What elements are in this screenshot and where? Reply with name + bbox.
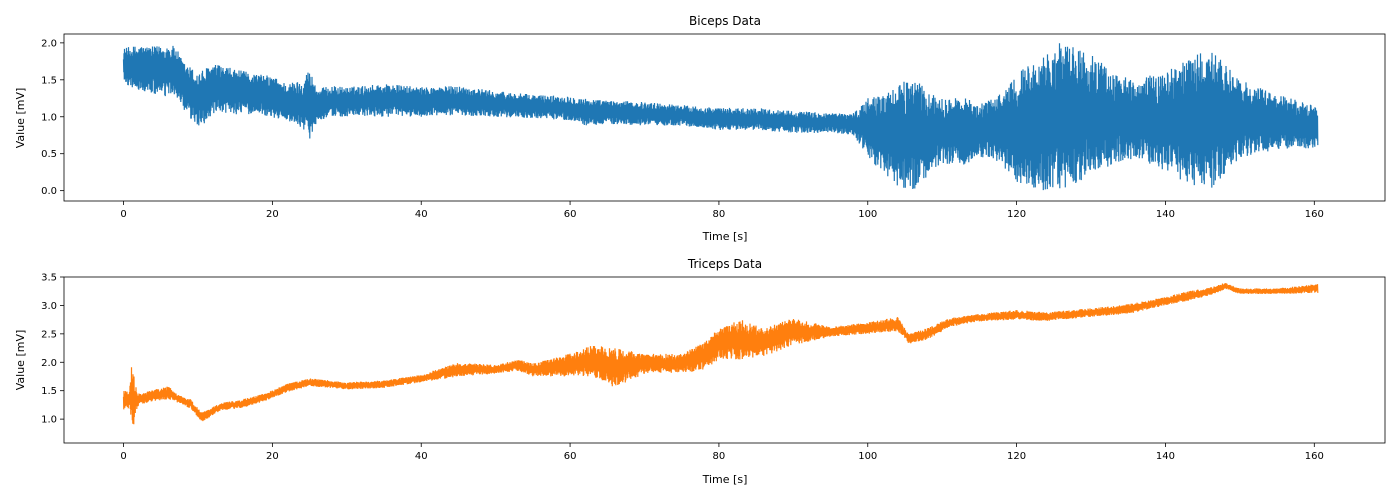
series-line	[122, 283, 1319, 425]
x-tick-label: 80	[713, 451, 726, 462]
y-axis-label: Value [mV]	[14, 88, 27, 149]
x-tick-label: 160	[1305, 451, 1324, 462]
y-tick-label: 0.5	[41, 149, 57, 160]
x-tick-label: 160	[1305, 209, 1324, 220]
y-tick-label: 3.0	[41, 301, 57, 312]
plot-frame	[63, 276, 1386, 444]
plot-area: 0 20 40 60 80 100 120 140 160 1.0 1.5 2.0 2.5 3.0 3.5	[41, 273, 1386, 462]
x-tick-label: 60	[564, 451, 577, 462]
chart-triceps: Triceps Data 0 20 40 60 80 100 120 140 160 1.0 1.5…	[14, 257, 1386, 486]
x-tick-label: 0	[120, 209, 126, 220]
y-tick-label: 0.0	[41, 186, 57, 197]
y-tick-label: 2.0	[41, 358, 57, 369]
y-tick-label: 1.0	[41, 112, 57, 123]
y-tick-label: 1.5	[41, 386, 57, 397]
y-tick-label: 3.5	[41, 273, 57, 284]
x-tick-label: 20	[266, 209, 279, 220]
plot-frame	[63, 33, 1386, 202]
x-tick-label: 100	[858, 209, 877, 220]
chart-title: Biceps Data	[689, 14, 761, 28]
chart-title: Triceps Data	[687, 257, 762, 271]
y-tick-label: 2.5	[41, 329, 57, 340]
x-axis-label: Time [s]	[702, 230, 748, 243]
x-tick-label: 80	[713, 209, 726, 220]
x-tick-label: 20	[266, 451, 279, 462]
y-tick-label: 1.0	[41, 415, 57, 426]
y-tick-label: 1.5	[41, 75, 57, 86]
chart-biceps: Biceps Data 0 20 40 60 80 100 120 140 160 0.0 0.5 1…	[14, 14, 1386, 243]
x-tick-label: 0	[120, 451, 126, 462]
plot-area: 0 20 40 60 80 100 120 140 160 0.0 0.5 1.0 1.5 2.0	[41, 33, 1386, 220]
x-tick-label: 120	[1007, 209, 1026, 220]
series-line	[122, 43, 1319, 191]
y-axis-label: Value [mV]	[14, 330, 27, 391]
y-tick-label: 2.0	[41, 38, 57, 49]
x-axis-label: Time [s]	[702, 473, 748, 486]
x-tick-label: 40	[415, 209, 428, 220]
x-tick-label: 120	[1007, 451, 1026, 462]
x-tick-label: 140	[1156, 209, 1175, 220]
x-tick-label: 60	[564, 209, 577, 220]
x-tick-label: 140	[1156, 451, 1175, 462]
x-tick-label: 40	[415, 451, 428, 462]
x-tick-label: 100	[858, 451, 877, 462]
